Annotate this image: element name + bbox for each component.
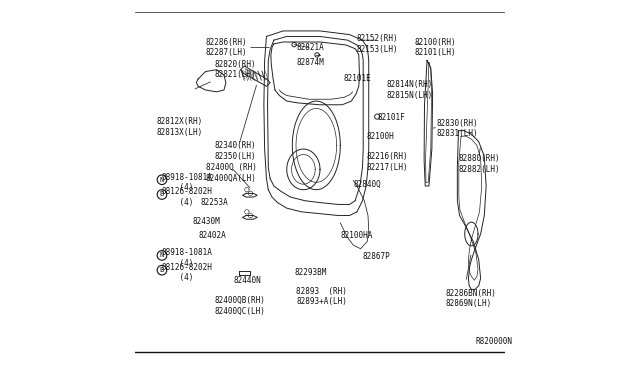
- Text: 82440N: 82440N: [233, 276, 261, 285]
- Text: 82100HA: 82100HA: [340, 231, 372, 240]
- Text: 82402A: 82402A: [198, 231, 226, 240]
- Text: N: N: [160, 177, 164, 183]
- Text: 82400QB(RH)
82400QC(LH): 82400QB(RH) 82400QC(LH): [215, 296, 266, 316]
- Text: 82152(RH)
82153(LH): 82152(RH) 82153(LH): [357, 34, 399, 54]
- Text: 08126-8202H
    (4): 08126-8202H (4): [161, 187, 212, 207]
- Text: 82100H: 82100H: [366, 132, 394, 141]
- Text: 82830(RH)
82831(LH): 82830(RH) 82831(LH): [436, 119, 478, 138]
- Text: 82874M: 82874M: [296, 58, 324, 67]
- Text: 82216(RH)
82217(LH): 82216(RH) 82217(LH): [366, 152, 408, 172]
- Text: 82293BM: 82293BM: [294, 268, 326, 277]
- Text: B: B: [160, 192, 164, 198]
- Text: 82430M: 82430M: [193, 217, 220, 225]
- Text: 82840Q: 82840Q: [353, 180, 381, 189]
- Text: B: B: [160, 267, 164, 273]
- Text: N: N: [160, 253, 164, 259]
- Text: 82286(RH)
82287(LH): 82286(RH) 82287(LH): [205, 38, 246, 57]
- Text: 82100(RH)
82101(LH): 82100(RH) 82101(LH): [414, 38, 456, 57]
- Text: 08918-1081A
    (4): 08918-1081A (4): [161, 173, 212, 192]
- Text: 82340(RH)
82350(LH): 82340(RH) 82350(LH): [215, 141, 257, 161]
- Text: 82820(RH)
82821(LH): 82820(RH) 82821(LH): [214, 60, 256, 79]
- Text: 82812X(RH)
82813X(LH): 82812X(RH) 82813X(LH): [157, 117, 203, 137]
- Text: 82814N(RH)
82815N(LH): 82814N(RH) 82815N(LH): [387, 80, 433, 100]
- Text: 82101F: 82101F: [377, 113, 405, 122]
- Text: 82101E: 82101E: [344, 74, 372, 83]
- Text: 82880(RH)
82882(LH): 82880(RH) 82882(LH): [458, 154, 500, 174]
- Text: 82821A: 82821A: [296, 43, 324, 52]
- Text: 08918-1081A
    (4): 08918-1081A (4): [161, 248, 212, 268]
- Text: 82867P: 82867P: [362, 251, 390, 261]
- Text: R820000N: R820000N: [475, 337, 512, 346]
- Text: 82400Q (RH)
82400QA(LH): 82400Q (RH) 82400QA(LH): [205, 163, 257, 183]
- Text: 82286BN(RH)
82869N(LH): 82286BN(RH) 82869N(LH): [445, 289, 497, 308]
- Text: 82893  (RH)
82893+A(LH): 82893 (RH) 82893+A(LH): [296, 287, 347, 307]
- Text: 08126-8202H
    (4): 08126-8202H (4): [161, 263, 212, 282]
- Text: 82253A: 82253A: [200, 198, 228, 207]
